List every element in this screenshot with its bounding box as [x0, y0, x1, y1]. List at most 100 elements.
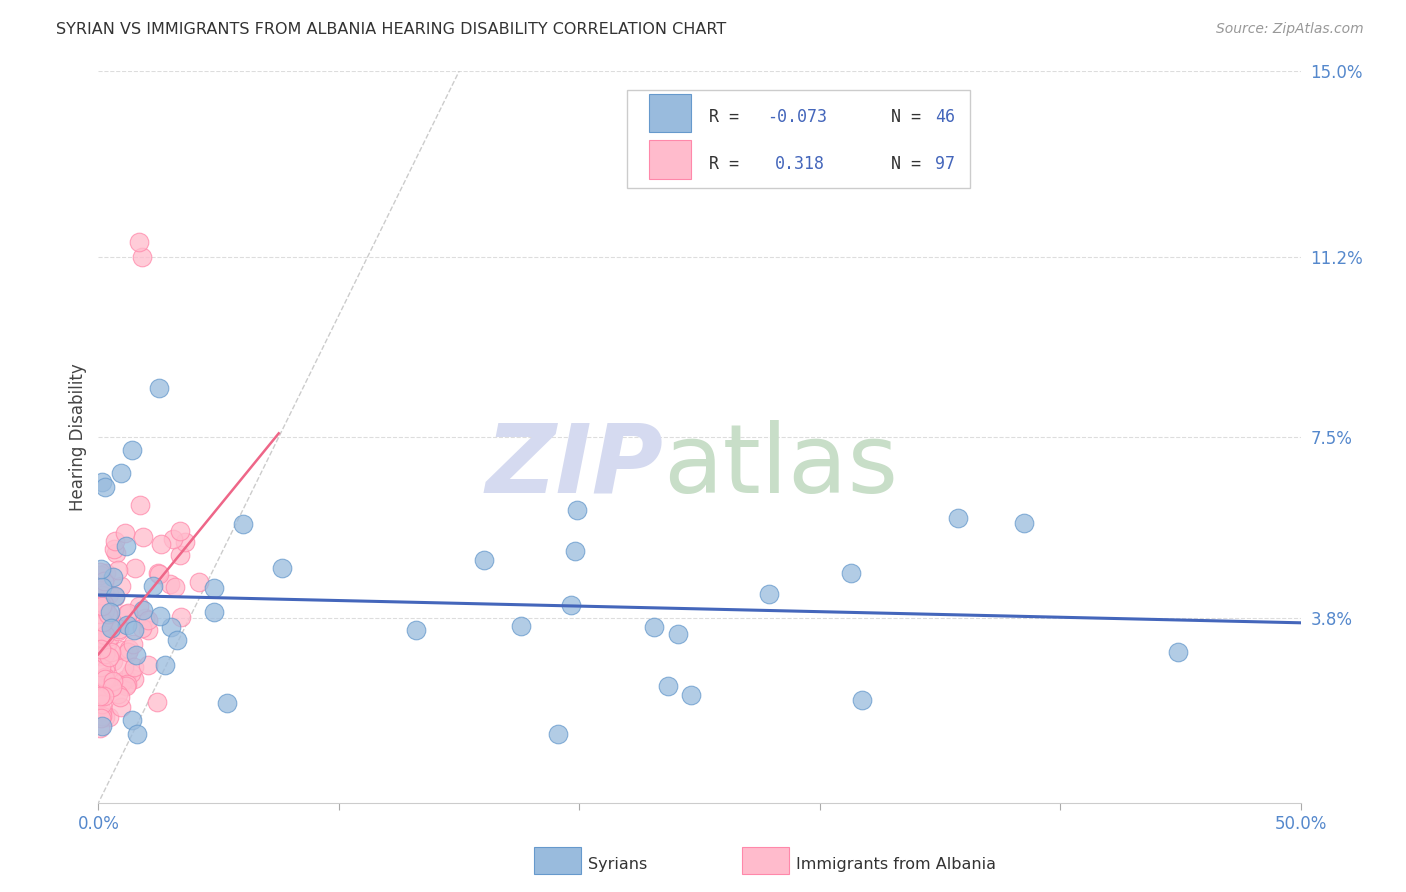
Point: [94, 710, 117, 724]
Point: [90, 697, 112, 711]
Point: [98, 650, 121, 665]
Point: [148, 566, 170, 580]
Point: [121, 713, 143, 727]
Point: [94, 628, 117, 642]
Point: [89, 689, 111, 703]
Point: [657, 679, 679, 693]
Point: [89, 634, 111, 648]
Point: [94, 647, 117, 661]
Point: [202, 581, 225, 595]
Point: [101, 654, 124, 668]
Point: [472, 553, 495, 567]
Point: [89, 625, 111, 640]
Text: SYRIAN VS IMMIGRANTS FROM ALBANIA HEARING DISABILITY CORRELATION CHART: SYRIAN VS IMMIGRANTS FROM ALBANIA HEARIN…: [56, 22, 727, 37]
Point: [165, 580, 187, 594]
Point: [91, 615, 114, 629]
Point: [94, 480, 117, 494]
Point: [1014, 516, 1036, 531]
FancyBboxPatch shape: [650, 140, 692, 178]
Point: [117, 645, 139, 659]
Point: [90, 689, 112, 703]
Point: [89, 648, 111, 663]
Point: [93, 584, 115, 599]
Point: [101, 621, 124, 635]
Point: [90, 711, 112, 725]
Point: [93, 597, 115, 611]
Text: Syrians: Syrians: [588, 857, 647, 871]
Point: [94, 670, 117, 684]
Point: [547, 726, 569, 740]
Point: [118, 641, 141, 656]
Point: [115, 676, 138, 690]
Point: [89, 645, 111, 659]
Point: [160, 620, 183, 634]
Point: [122, 623, 145, 637]
Y-axis label: Hearing Disability: Hearing Disability: [69, 363, 87, 511]
Point: [91, 708, 114, 723]
Point: [120, 665, 142, 680]
Text: ZIP: ZIP: [485, 420, 664, 513]
Text: 0.318: 0.318: [775, 154, 825, 173]
Point: [121, 636, 143, 650]
Point: [166, 633, 188, 648]
Point: [97, 607, 120, 622]
Point: [202, 605, 225, 619]
Point: [91, 588, 114, 602]
FancyBboxPatch shape: [627, 90, 970, 188]
Point: [90, 580, 112, 594]
Point: [91, 475, 114, 490]
Point: [124, 672, 146, 686]
Point: [115, 679, 138, 693]
Point: [94, 680, 117, 694]
Point: [851, 693, 873, 707]
Point: [232, 517, 254, 532]
Point: [97, 587, 120, 601]
Text: atlas: atlas: [664, 420, 898, 513]
Point: [112, 643, 135, 657]
Point: [103, 570, 125, 584]
Point: [110, 466, 132, 480]
Point: [97, 607, 120, 622]
Point: [89, 636, 111, 650]
Point: [112, 660, 135, 674]
Point: [98, 605, 121, 619]
Point: [132, 529, 155, 543]
Point: [94, 603, 117, 617]
Point: [93, 673, 115, 687]
Text: Immigrants from Albania: Immigrants from Albania: [796, 857, 995, 871]
Point: [136, 623, 159, 637]
Point: [150, 537, 173, 551]
Point: [153, 657, 176, 672]
Text: N =: N =: [872, 154, 931, 173]
Point: [90, 642, 112, 657]
Point: [129, 498, 152, 512]
Point: [679, 689, 702, 703]
Point: [91, 704, 114, 718]
Point: [117, 617, 139, 632]
Point: [89, 607, 111, 621]
Point: [666, 627, 689, 641]
Point: [97, 676, 120, 690]
Point: [148, 566, 170, 581]
Point: [103, 542, 125, 557]
Point: [839, 566, 862, 581]
Point: [98, 673, 121, 688]
Point: [89, 566, 111, 580]
Point: [107, 563, 129, 577]
Point: [96, 676, 118, 690]
Point: [110, 699, 132, 714]
Point: [162, 533, 184, 547]
Point: [89, 568, 111, 582]
Point: [405, 623, 427, 637]
Point: [114, 526, 136, 541]
Point: [131, 250, 153, 264]
Point: [565, 503, 588, 517]
Point: [169, 524, 191, 538]
Point: [149, 609, 172, 624]
Point: [107, 687, 129, 701]
Point: [121, 443, 143, 458]
Point: [110, 579, 132, 593]
Point: [93, 574, 115, 588]
Text: Source: ZipAtlas.com: Source: ZipAtlas.com: [1216, 22, 1364, 37]
Point: [98, 709, 121, 723]
